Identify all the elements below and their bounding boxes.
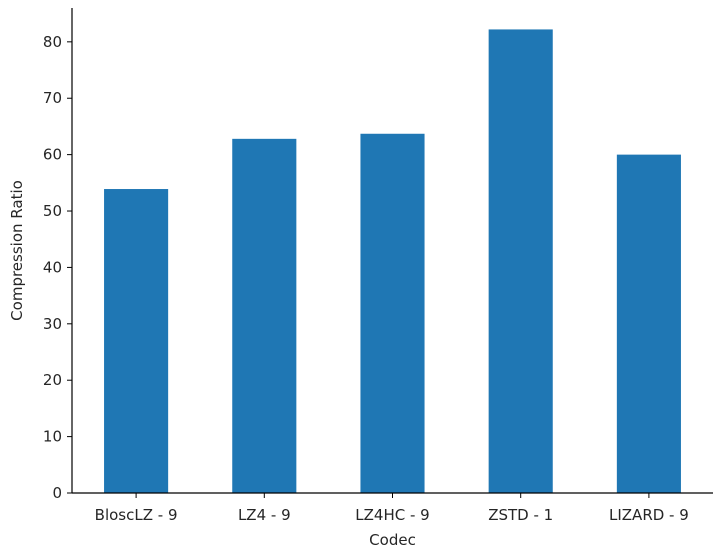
x-axis-label: Codec: [369, 531, 416, 548]
x-tick-label: LZ4 - 9: [238, 506, 291, 524]
y-tick-label: 20: [43, 371, 62, 389]
bar-3: [488, 29, 553, 493]
x-axis-ticks: BloscLZ - 9 LZ4 - 9 LZ4HC - 9 ZSTD - 1 LIZAR…: [95, 493, 689, 524]
y-tick-label: 40: [43, 258, 62, 276]
bar-1: [232, 138, 297, 493]
y-axis-label: Compression Ratio: [8, 180, 26, 321]
y-tick-label: 50: [43, 202, 62, 220]
bars-layer: [104, 29, 681, 494]
y-tick-label: 30: [43, 315, 62, 333]
x-tick-label: BloscLZ - 9: [95, 506, 178, 524]
y-tick-label: 70: [43, 89, 62, 107]
y-tick-label: 60: [43, 146, 62, 164]
y-tick-label: 10: [43, 428, 62, 446]
y-tick-label: 0: [52, 484, 62, 502]
axes-frame: [71, 8, 713, 494]
bar-2: [360, 133, 425, 493]
x-tick-label: ZSTD - 1: [488, 506, 553, 524]
y-tick-label: 80: [43, 33, 62, 51]
x-tick-label: LIZARD - 9: [609, 506, 689, 524]
bar-0: [104, 189, 169, 494]
bar-4: [616, 154, 681, 493]
x-tick-label: LZ4HC - 9: [355, 506, 429, 524]
y-axis-ticks: 0 10 20 30 40 50 60 70 80: [43, 33, 72, 502]
